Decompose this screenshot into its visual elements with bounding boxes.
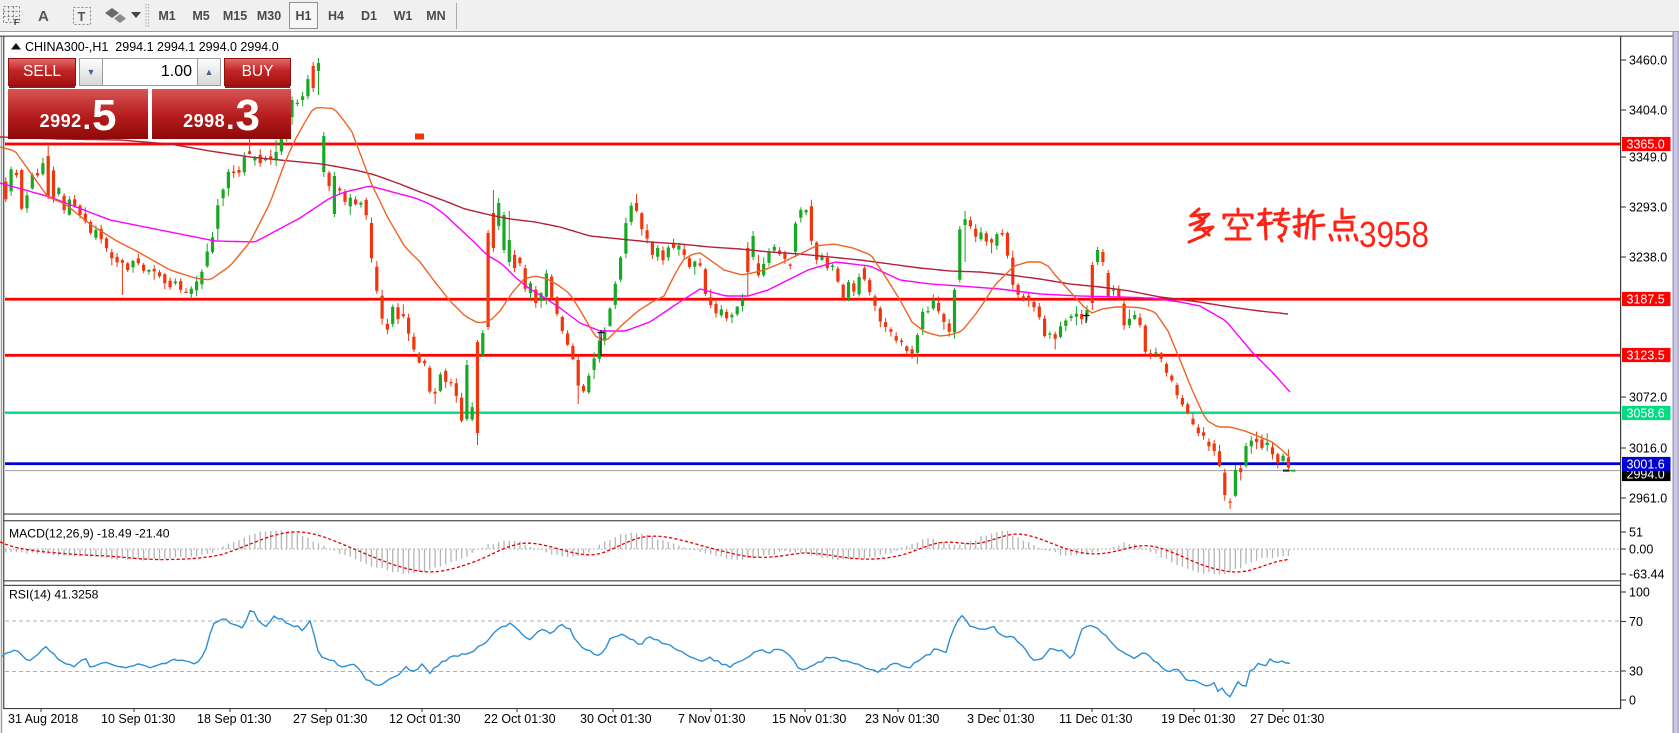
svg-text:100: 100 (1629, 585, 1650, 599)
svg-text:3123.5: 3123.5 (1627, 349, 1665, 363)
svg-text:18 Sep 01:30: 18 Sep 01:30 (197, 712, 271, 726)
svg-text:3058.6: 3058.6 (1627, 407, 1665, 421)
svg-text:3349.0: 3349.0 (1629, 150, 1667, 164)
svg-text:3072.0: 3072.0 (1629, 390, 1667, 404)
svg-text:10 Sep 01:30: 10 Sep 01:30 (101, 712, 175, 726)
svg-text:0.00: 0.00 (1629, 542, 1653, 556)
svg-text:3238.0: 3238.0 (1629, 250, 1667, 264)
svg-text:23 Nov 01:30: 23 Nov 01:30 (865, 712, 939, 726)
svg-text:27 Dec 01:30: 27 Dec 01:30 (1250, 712, 1324, 726)
svg-text:27 Sep 01:30: 27 Sep 01:30 (293, 712, 367, 726)
svg-text:0: 0 (1629, 693, 1636, 707)
svg-text:CHINA300-,H1 2994.1 2994.1 29: CHINA300-,H1 2994.1 2994.1 2994.0 2994.0 (25, 40, 279, 54)
svg-text:3293.0: 3293.0 (1629, 200, 1667, 214)
svg-text:3 Dec 01:30: 3 Dec 01:30 (967, 712, 1034, 726)
svg-text:3404.0: 3404.0 (1629, 103, 1667, 117)
svg-text:3001.6: 3001.6 (1627, 458, 1665, 472)
svg-text:31 Aug 2018: 31 Aug 2018 (8, 712, 78, 726)
svg-text:F: F (14, 18, 19, 27)
svg-text:-63.44: -63.44 (1629, 567, 1664, 581)
svg-text:3016.0: 3016.0 (1629, 441, 1667, 455)
svg-text:19 Dec 01:30: 19 Dec 01:30 (1161, 712, 1235, 726)
svg-text:3460.0: 3460.0 (1629, 53, 1667, 67)
svg-text:MACD(12,26,9) -18.49 -21.40: MACD(12,26,9) -18.49 -21.40 (9, 527, 170, 541)
svg-text:3187.5: 3187.5 (1627, 293, 1665, 307)
svg-text:3365.0: 3365.0 (1627, 138, 1665, 152)
svg-text:3958: 3958 (1359, 214, 1429, 255)
svg-text:15 Nov 01:30: 15 Nov 01:30 (772, 712, 846, 726)
svg-text:30: 30 (1629, 664, 1643, 678)
svg-text:2961.0: 2961.0 (1629, 491, 1667, 505)
svg-text:11 Dec 01:30: 11 Dec 01:30 (1059, 712, 1132, 726)
svg-text:30 Oct 01:30: 30 Oct 01:30 (580, 712, 652, 726)
svg-text:12 Oct 01:30: 12 Oct 01:30 (389, 712, 461, 726)
svg-text:RSI(14) 41.3258: RSI(14) 41.3258 (9, 588, 99, 602)
svg-text:51: 51 (1629, 525, 1643, 539)
svg-text:T: T (78, 9, 86, 24)
svg-text:A: A (38, 8, 49, 25)
svg-text:70: 70 (1629, 615, 1643, 629)
svg-text:7 Nov 01:30: 7 Nov 01:30 (678, 712, 745, 726)
svg-text:22 Oct 01:30: 22 Oct 01:30 (484, 712, 556, 726)
